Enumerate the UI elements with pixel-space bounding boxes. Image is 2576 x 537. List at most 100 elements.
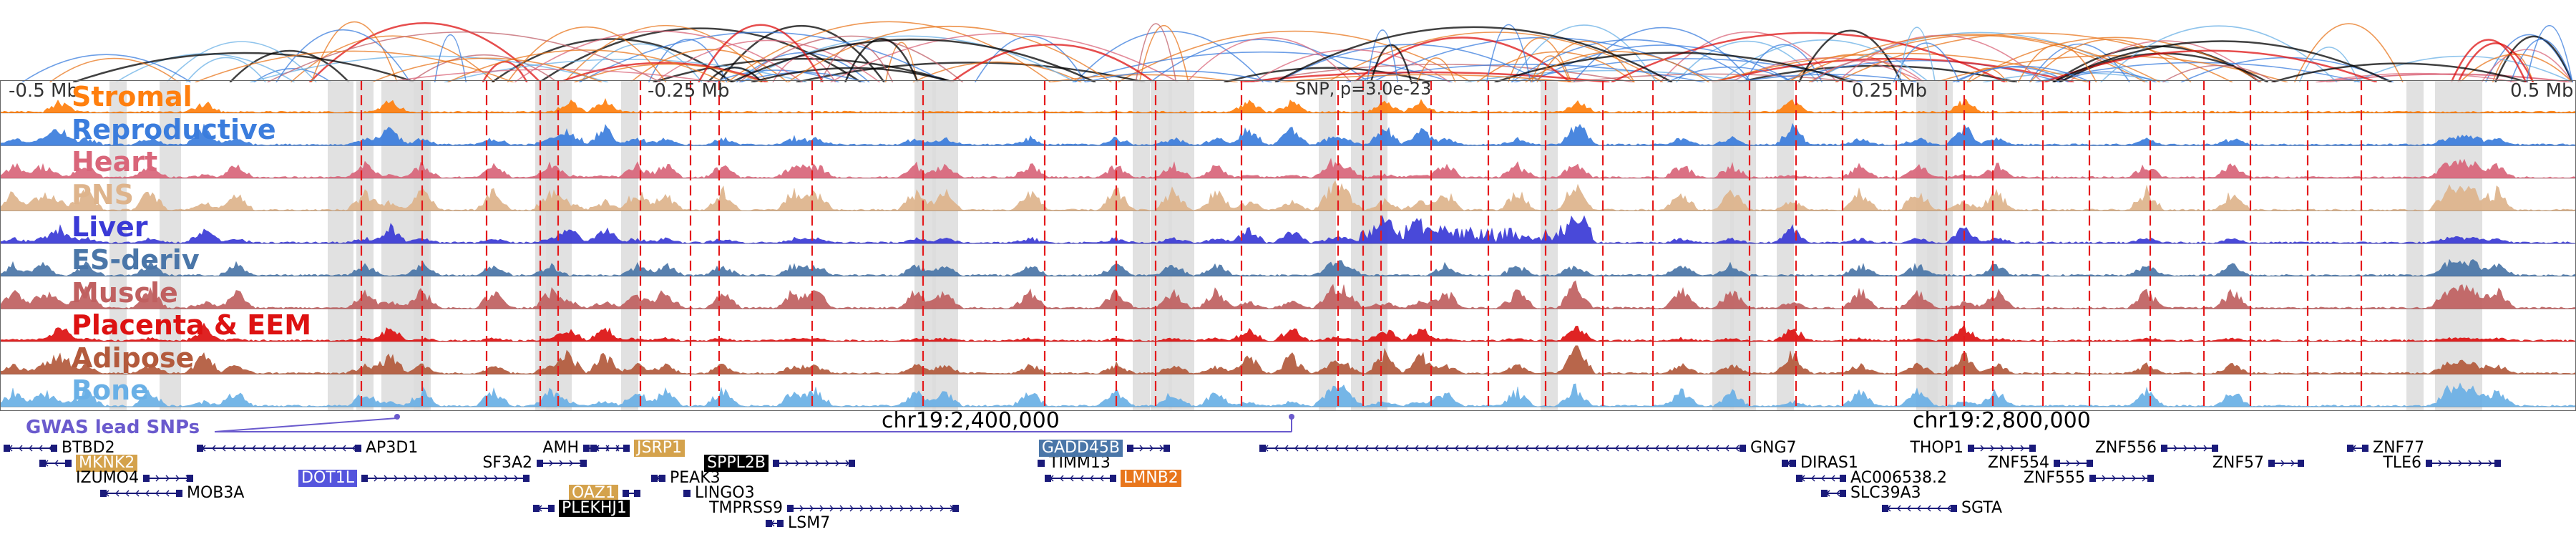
highlight-column [1927, 80, 1953, 411]
ruler-right: 0.5 Mb [2510, 80, 2574, 102]
loop-arc [1416, 57, 1456, 82]
loop-arc [1138, 24, 1189, 82]
gene-label: ZNF77 [2373, 439, 2425, 457]
strand-arrow [1990, 445, 1994, 452]
gene-label: TMPRSS9 [709, 499, 783, 517]
loop-arc [2316, 72, 2518, 82]
strand-arrow [2183, 445, 2187, 452]
exon-block [684, 490, 691, 497]
strand-arrow [1090, 475, 1094, 482]
gene-label: LMNB2 [1121, 470, 1181, 487]
strand-arrow [1274, 445, 1279, 452]
loop-arc [2162, 64, 2276, 82]
strand-arrow [1415, 445, 1419, 452]
strand-arrow [1365, 445, 1369, 452]
loop-arc [1836, 34, 2044, 82]
highlight-column [328, 80, 353, 411]
track-label: Stromal [72, 81, 192, 112]
track-signal [0, 97, 2576, 113]
exon-block [2362, 445, 2368, 452]
loop-arc [1898, 26, 1936, 82]
strand-arrow [1345, 445, 1349, 452]
highlight-column [1169, 80, 1194, 411]
strand-arrow [1980, 445, 1984, 452]
strand-arrow [1284, 445, 1289, 452]
exon-block [849, 460, 855, 467]
strand-arrow [2173, 445, 2177, 452]
gene-label: BTBD2 [62, 439, 115, 457]
track-label: Placenta & EEM [72, 309, 312, 342]
exon-block [2029, 445, 2036, 452]
coord-right: chr19:2,800,000 [1913, 408, 2091, 433]
loop-arc [1117, 30, 1472, 82]
gene-label: SPPL2B [704, 455, 769, 472]
loop-arc [21, 54, 192, 82]
loop-arc [539, 27, 862, 82]
strand-arrow [1395, 445, 1399, 452]
exon-block [2054, 460, 2060, 467]
loop-arc [195, 50, 514, 82]
strand-arrow [2132, 475, 2136, 482]
exon-block [1882, 505, 1888, 512]
exon-block [2147, 475, 2154, 482]
exon-block [2087, 460, 2093, 467]
gene-label: DOT1L [298, 470, 357, 487]
strand-arrow [1811, 475, 1815, 482]
strand-arrow [1545, 445, 1549, 452]
loop-arc [574, 63, 763, 82]
exon-block [176, 490, 182, 497]
exon-block [777, 520, 784, 527]
exon-block [2089, 475, 2096, 482]
strand-arrow [2112, 475, 2116, 482]
strand-arrow [504, 475, 508, 482]
loop-arc [1935, 55, 2288, 82]
strand-arrow [869, 505, 874, 512]
gene-label: AP3D1 [366, 439, 419, 457]
exon-block [533, 505, 540, 512]
strand-arrow [1385, 445, 1389, 452]
gene-label: IZUMO4 [76, 469, 139, 487]
exon-block [651, 475, 658, 482]
loop-arc [507, 26, 667, 82]
loop-arc [2100, 25, 2338, 82]
coord-left: chr19:2,400,000 [882, 408, 1060, 433]
gene-label: AC006538.2 [1850, 469, 1947, 487]
strand-arrow [1445, 445, 1449, 452]
strand-arrow [1455, 445, 1459, 452]
exon-block [1110, 475, 1116, 482]
strand-arrow [1665, 445, 1669, 452]
strand-arrow [2458, 460, 2462, 467]
highlight-column [2457, 80, 2482, 411]
loop-arc [2293, 23, 2404, 82]
signal-tracks [0, 80, 2576, 411]
gwas-snp-marker [394, 414, 400, 420]
loop-arc [1611, 32, 2006, 82]
loop-arc [718, 25, 885, 82]
strand-arrow [514, 475, 518, 482]
exon-block [1740, 445, 1746, 452]
track-signal [0, 158, 2576, 179]
strand-arrow [1335, 445, 1339, 452]
loop-arc [1744, 44, 1823, 82]
strand-arrow [272, 445, 276, 452]
strand-arrow [2142, 475, 2146, 482]
chromatin-loop-arcs [21, 21, 2574, 82]
strand-arrow [165, 475, 170, 482]
strand-arrow [1595, 445, 1599, 452]
gene-label: GNG7 [1750, 439, 1797, 457]
strand-arrow [2438, 460, 2442, 467]
strand-arrow [145, 490, 150, 497]
loop-arc [1968, 37, 2262, 82]
loop-arc [1274, 26, 1673, 82]
strand-arrow [819, 505, 824, 512]
strand-arrow [1475, 445, 1479, 452]
strand-arrow [795, 460, 799, 467]
strand-arrow [805, 460, 809, 467]
strand-arrow [2448, 460, 2452, 467]
strand-arrow [549, 460, 553, 467]
strand-arrow [252, 445, 256, 452]
exon-block [1796, 475, 1802, 482]
loop-arc [772, 55, 836, 82]
loop-arc [1810, 59, 1925, 82]
strand-arrow [1655, 445, 1659, 452]
